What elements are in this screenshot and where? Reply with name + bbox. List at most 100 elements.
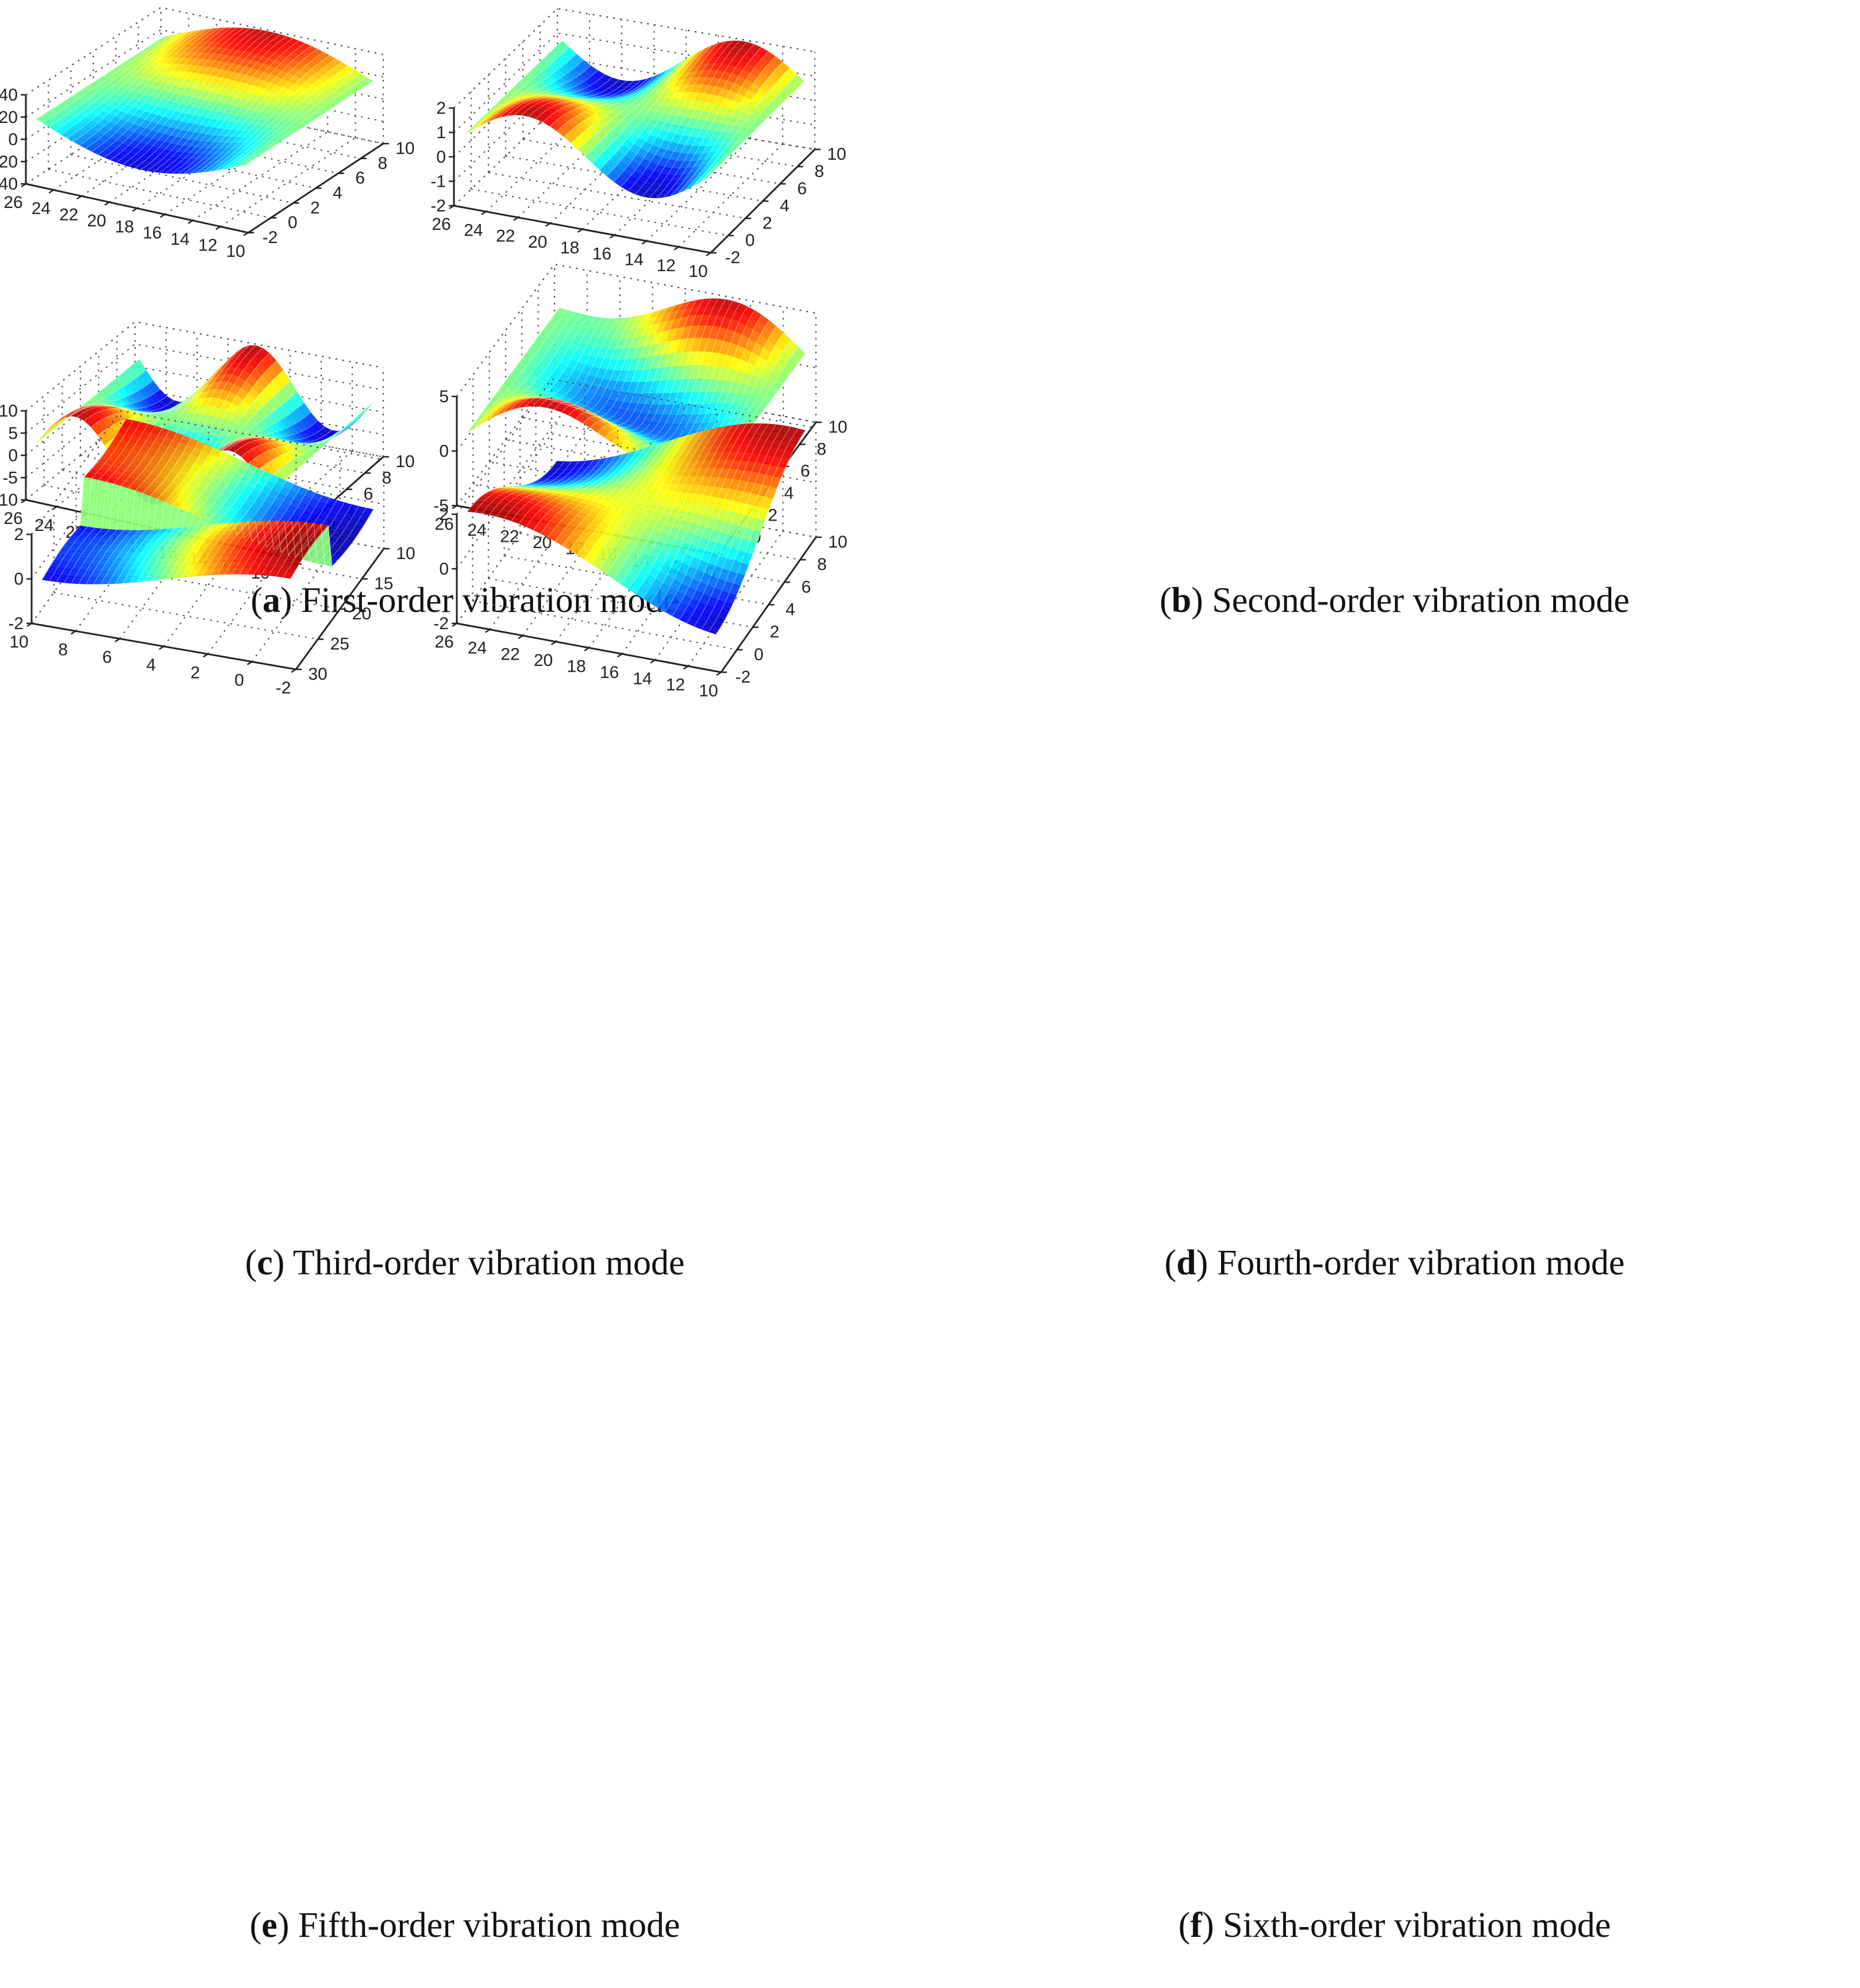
mesh-line (91, 28, 219, 152)
mesh-line (496, 315, 589, 416)
mesh-line (166, 464, 250, 580)
z-tick-label: -20 (0, 152, 18, 171)
y-tick-label: 25 (330, 635, 349, 654)
mesh-line (129, 447, 214, 583)
mesh-line (699, 74, 798, 183)
x-tick-label: 10 (688, 262, 707, 281)
z-tick-label: -5 (2, 468, 18, 487)
mesh-line (635, 40, 733, 195)
mesh-line (91, 397, 195, 427)
x-tick-label: 20 (528, 233, 547, 252)
mesh-line (73, 30, 201, 142)
mesh-line (107, 438, 192, 584)
mesh-line (245, 81, 373, 165)
mesh-line (67, 30, 195, 138)
x-tick (187, 219, 193, 224)
mesh-line (549, 78, 648, 126)
x-tick-label: 2 (190, 663, 200, 682)
x-tick (160, 214, 165, 218)
x-tick-label: 4 (147, 656, 156, 675)
y-tick-label: 4 (333, 184, 342, 203)
mesh-line (214, 62, 342, 171)
mesh-line (221, 66, 348, 170)
mesh-line (71, 426, 156, 584)
mesh-line (134, 30, 263, 168)
x-tick (481, 211, 487, 215)
mesh-line (151, 457, 236, 581)
mesh-line (611, 299, 704, 443)
mesh-line (283, 507, 367, 577)
x-tick-label: 26 (434, 515, 453, 534)
x-tick (291, 668, 296, 673)
x-tick-label: 22 (59, 205, 78, 224)
mesh-line (540, 317, 632, 409)
caption-c: (c) Third-order vibration mode (245, 1243, 685, 1282)
y-tick-label: 10 (395, 452, 414, 471)
surface-a (36, 27, 373, 174)
mesh-line (557, 76, 655, 132)
mesh-line (147, 32, 275, 171)
mesh-line (474, 310, 567, 428)
mesh-line (207, 412, 311, 460)
caption-e: (e) Fifth-order vibration mode (249, 1906, 680, 1945)
z-tick-label: 0 (8, 446, 18, 465)
mesh-line (528, 80, 626, 117)
x-tick-label: 14 (171, 230, 190, 249)
x-tick-label: 26 (3, 193, 22, 212)
mesh-line (261, 502, 345, 575)
mesh-line (153, 34, 281, 172)
y-tick-label: 2 (310, 198, 320, 217)
mesh-line (208, 59, 336, 172)
x-tick (545, 222, 551, 227)
mesh-line (510, 318, 603, 410)
mesh-line (210, 484, 294, 575)
mesh-line (86, 430, 170, 584)
mesh-line (61, 32, 188, 135)
x-tick-label: 24 (34, 516, 53, 535)
x-tick-label: 18 (560, 238, 579, 257)
mesh-line (248, 425, 352, 464)
mesh-line (471, 47, 569, 130)
mesh-line (165, 38, 293, 174)
mesh-line (79, 29, 207, 145)
floor-grid-y (554, 372, 817, 423)
y-tick-label: -2 (263, 228, 278, 247)
mesh-line (100, 436, 184, 584)
mesh-line (232, 492, 315, 575)
x-tick (609, 234, 615, 239)
mesh-line (554, 314, 646, 414)
x-tick-label: 24 (32, 199, 51, 218)
z-tick-label: 5 (8, 424, 18, 443)
x-tick-label: 22 (496, 227, 515, 246)
mesh-line (159, 36, 287, 173)
mesh-line (290, 509, 374, 579)
mesh-line (42, 419, 126, 580)
mesh-line (633, 299, 726, 457)
mesh-line (503, 317, 596, 413)
mesh-line (196, 52, 324, 173)
mesh-line (677, 56, 776, 194)
x-tick-label: 26 (432, 215, 450, 234)
x-tick-label: 24 (464, 221, 483, 240)
mesh-line (626, 298, 719, 452)
x-tick (673, 246, 679, 251)
floor-grid-y (48, 168, 271, 219)
panel-b: 26 24 22 20 18 16 14 12 10 -2 0 2 4 6 8 10 2 1 0 -1 -2 (b) S… (430, 0, 1859, 662)
mesh-line (190, 49, 318, 174)
mesh-line (621, 43, 719, 187)
mesh-line (173, 467, 257, 579)
mesh-line (239, 77, 367, 167)
x-tick-label: 10 (226, 242, 245, 261)
mesh-line (49, 420, 134, 581)
mesh-line (233, 73, 361, 168)
x-tick-label: 18 (115, 218, 134, 237)
z-tick-label: 2 (436, 99, 446, 118)
y-tick-label: 4 (784, 484, 794, 503)
